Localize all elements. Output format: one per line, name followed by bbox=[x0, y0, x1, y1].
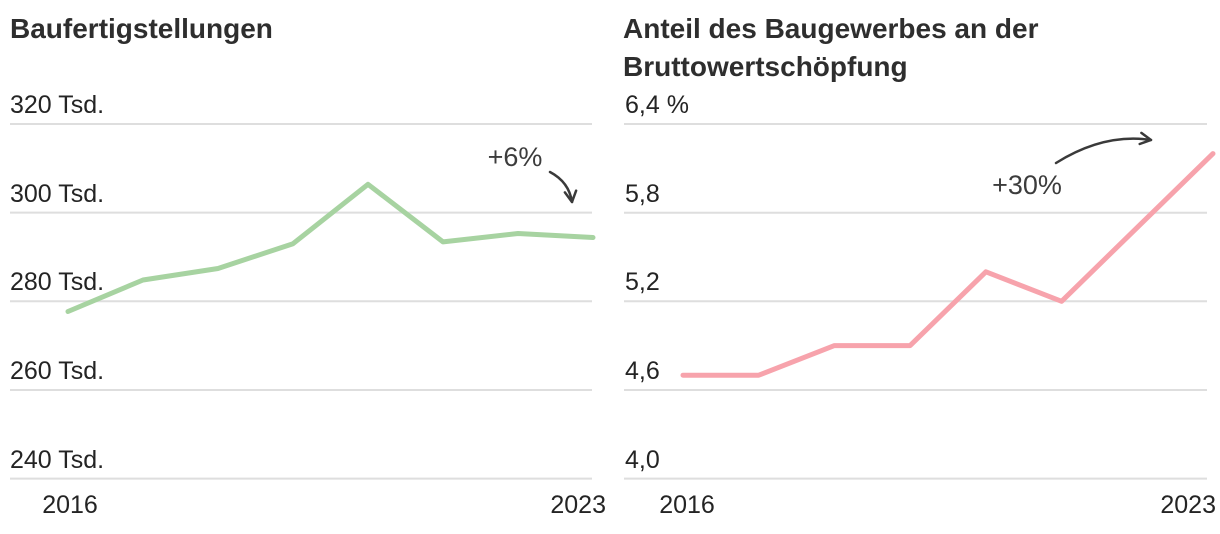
chart-title-line: Bruttowertschöpfung bbox=[623, 51, 908, 82]
x-axis-label: 2023 bbox=[1160, 491, 1216, 519]
x-axis-label: 2016 bbox=[42, 491, 98, 519]
annotation-left: +6% bbox=[487, 142, 543, 172]
x-axis-label: 2023 bbox=[550, 491, 606, 519]
data-line bbox=[680, 151, 1216, 378]
series-right bbox=[680, 151, 1216, 378]
chart-title-left: Baufertigstellungen bbox=[10, 10, 273, 48]
series-left bbox=[65, 181, 596, 314]
x-axis-label: 2016 bbox=[659, 491, 715, 519]
y-axis-label: 4,0 bbox=[625, 445, 660, 474]
gridlines-left bbox=[10, 123, 592, 480]
trend-arrow bbox=[548, 170, 574, 204]
trend-arrow-left bbox=[548, 170, 578, 204]
y-axis-label: 6,4 % bbox=[625, 91, 689, 119]
chart-title-line: Baufertigstellungen bbox=[10, 13, 273, 44]
y-axis-label: 5,8 bbox=[625, 179, 660, 208]
chart-title-right: Anteil des Baugewerbes an der Bruttowert… bbox=[623, 10, 1038, 86]
y-axis-label: 280 Tsd. bbox=[10, 268, 105, 297]
y-axis-label: 300 Tsd. bbox=[10, 179, 105, 208]
y-axis-label: 4,6 bbox=[625, 356, 660, 385]
y-axis-label: 5,2 bbox=[625, 268, 660, 297]
y-axis-label: 240 Tsd. bbox=[10, 445, 105, 474]
data-line bbox=[65, 181, 596, 314]
gridlines-right bbox=[624, 123, 1207, 480]
y-axis-label: 260 Tsd. bbox=[10, 356, 105, 385]
trend-arrow-right bbox=[1054, 131, 1153, 165]
chart-title-line: Anteil des Baugewerbes an der bbox=[623, 13, 1039, 44]
trend-arrow bbox=[1054, 137, 1153, 165]
trend-arrow bbox=[563, 189, 578, 204]
trend-arrow bbox=[1138, 131, 1153, 146]
annotation-right: +30% bbox=[992, 170, 1062, 200]
y-axis-label: 320 Tsd. bbox=[10, 91, 105, 119]
